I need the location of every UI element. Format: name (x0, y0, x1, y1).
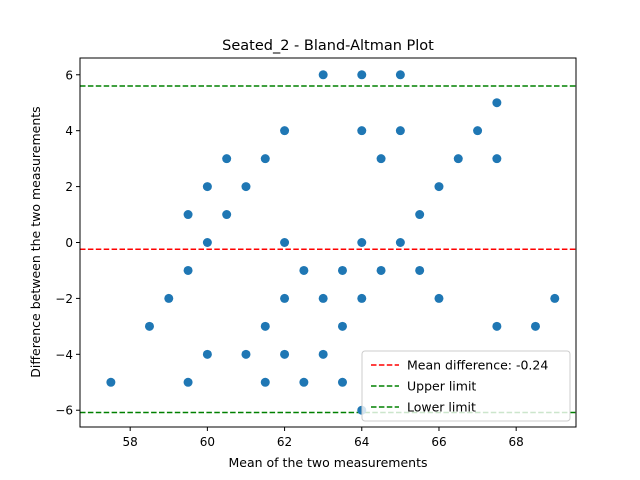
legend-label: Upper limit (407, 379, 476, 394)
data-point (434, 182, 444, 192)
data-point (241, 349, 251, 359)
y-tick-label: 0 (65, 236, 73, 250)
data-point (550, 293, 560, 303)
data-point (144, 321, 154, 331)
x-tick-label: 60 (200, 435, 215, 449)
y-tick-label: 4 (65, 124, 73, 138)
data-point (357, 238, 367, 247)
data-point (434, 293, 444, 303)
x-tick-label: 66 (431, 435, 446, 449)
data-point (492, 98, 502, 108)
data-point (395, 238, 405, 247)
data-point (183, 210, 193, 220)
data-point (183, 265, 193, 275)
data-point (260, 154, 270, 164)
data-point (473, 126, 483, 136)
legend-box (361, 350, 571, 422)
data-point (222, 154, 232, 164)
y-tick-label: −6 (55, 404, 73, 418)
data-point (183, 377, 193, 387)
data-point (318, 349, 328, 359)
legend-label: Lower limit (407, 400, 476, 415)
data-point (357, 126, 367, 136)
data-point (395, 70, 405, 80)
data-point (299, 377, 309, 387)
data-point (222, 210, 232, 220)
x-tick-label: 68 (509, 435, 524, 449)
y-tick-label: −2 (55, 292, 73, 306)
data-points (106, 70, 560, 415)
x-tick-label: 62 (277, 435, 292, 449)
data-point (395, 126, 405, 136)
x-axis-label: Mean of the two measurements (228, 455, 427, 470)
data-point (337, 377, 347, 387)
data-point (376, 154, 386, 164)
data-point (415, 265, 425, 275)
data-point (337, 265, 347, 275)
data-point (280, 293, 290, 303)
y-tick-label: 6 (65, 68, 73, 82)
data-point (337, 321, 347, 331)
data-point (318, 70, 328, 80)
legend-label: Mean difference: -0.24 (407, 358, 548, 373)
data-point (492, 321, 502, 331)
chart-title: Seated_2 - Bland-Altman Plot (222, 38, 434, 54)
y-axis-ticks: −6 −4 −2 0 2 4 6 (55, 68, 80, 418)
data-point (453, 154, 463, 164)
data-point (299, 265, 309, 275)
y-axis-label: Difference between the two measurements (28, 106, 43, 377)
data-point (530, 321, 540, 331)
x-tick-label: 58 (123, 435, 138, 449)
y-tick-label: 2 (65, 180, 73, 194)
data-point (280, 349, 290, 359)
x-axis-ticks: 58 60 62 64 66 68 (123, 427, 524, 449)
data-point (280, 238, 290, 247)
data-point (202, 238, 212, 247)
y-tick-label: −4 (55, 348, 73, 362)
data-point (106, 377, 116, 387)
data-point (492, 154, 502, 164)
data-point (357, 293, 367, 303)
data-point (260, 377, 270, 387)
data-point (202, 182, 212, 192)
data-point (260, 321, 270, 331)
data-point (280, 126, 290, 136)
data-point (376, 265, 386, 275)
data-point (202, 349, 212, 359)
data-point (357, 70, 367, 80)
data-point (415, 210, 425, 220)
x-tick-label: 64 (354, 435, 369, 449)
data-point (164, 293, 174, 303)
legend: Mean difference: -0.24 Upper limit Lower l… (361, 350, 571, 422)
data-point (318, 293, 328, 303)
data-point (241, 182, 251, 192)
